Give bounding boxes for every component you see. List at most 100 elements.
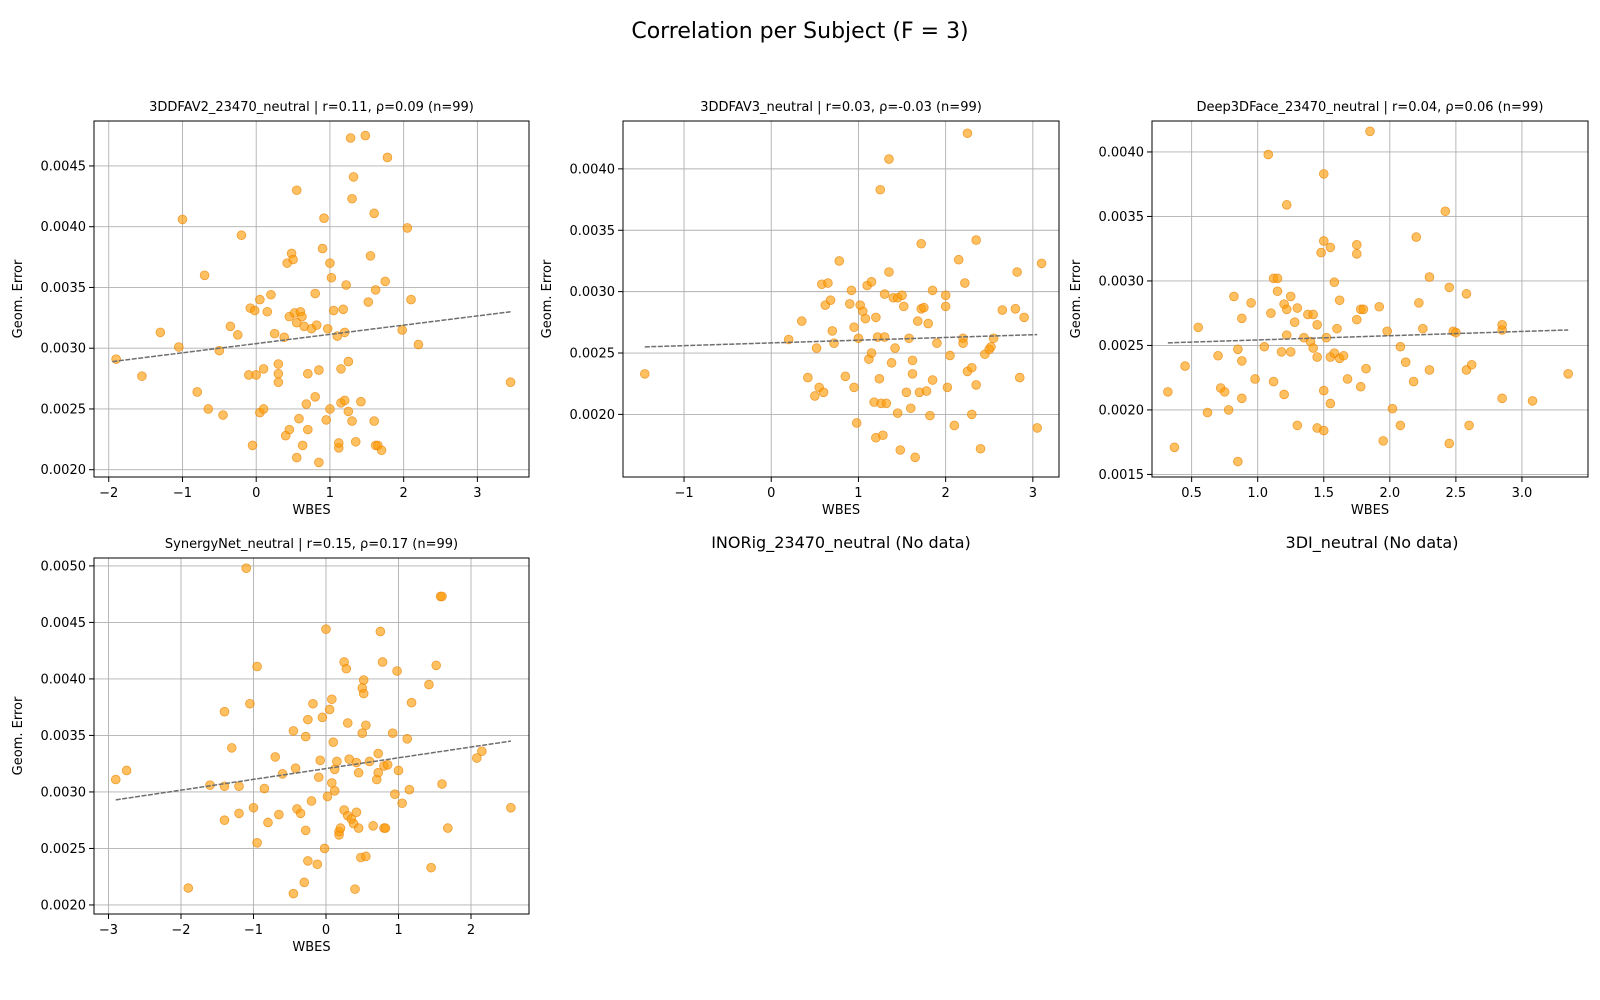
x-tick-label: 0 xyxy=(767,486,775,501)
data-point xyxy=(288,254,298,265)
data-point xyxy=(347,416,357,426)
data-point xyxy=(1358,304,1369,315)
data-point xyxy=(358,675,369,685)
data-point xyxy=(1263,149,1274,160)
data-point xyxy=(966,362,977,373)
data-point xyxy=(940,301,951,312)
data-point xyxy=(1019,312,1029,323)
axes-frame xyxy=(93,557,530,915)
data-point xyxy=(392,666,402,676)
data-point xyxy=(505,377,516,388)
data-point xyxy=(878,430,888,441)
y-tick-label: 0.0040 xyxy=(41,220,87,235)
data-point xyxy=(953,254,964,265)
y-tick-label: 0.0035 xyxy=(570,224,616,239)
y-tick-label: 0.0015 xyxy=(1099,468,1145,483)
data-point xyxy=(351,807,362,818)
data-point xyxy=(1281,304,1292,315)
data-point xyxy=(1163,387,1173,397)
data-point xyxy=(971,380,981,390)
y-tick-label: 0.0020 xyxy=(570,408,616,423)
data-point xyxy=(325,404,335,414)
data-point xyxy=(437,779,447,789)
figure-title: Correlation per Subject (F = 3) xyxy=(631,19,968,44)
x-tick-label: 1.0 xyxy=(1247,486,1268,501)
data-point xyxy=(1036,258,1047,269)
data-point xyxy=(846,285,857,296)
data-point xyxy=(1378,436,1389,446)
data-point xyxy=(370,285,381,295)
data-point xyxy=(247,440,258,451)
x-tick-label: −2 xyxy=(99,486,118,501)
y-tick-label: 0.0030 xyxy=(41,342,87,357)
data-point xyxy=(317,712,328,723)
data-point xyxy=(1408,376,1419,387)
data-point xyxy=(291,452,302,463)
data-point xyxy=(1318,236,1329,246)
data-point xyxy=(1497,393,1507,404)
empty-panel-title-3di: 3DI_neutral (No data) xyxy=(1286,533,1459,553)
data-point xyxy=(321,415,332,425)
data-point xyxy=(336,364,346,374)
data-point xyxy=(1361,363,1371,374)
data-point xyxy=(339,395,350,406)
data-point xyxy=(284,424,295,435)
data-point xyxy=(424,679,434,690)
data-point xyxy=(1012,267,1022,277)
data-point xyxy=(1466,359,1477,370)
data-point xyxy=(1451,327,1461,338)
data-point xyxy=(350,884,360,894)
data-point xyxy=(295,808,306,819)
data-point xyxy=(925,410,935,421)
data-point xyxy=(263,817,273,828)
y-axis-label: Geom. Error xyxy=(11,696,26,775)
data-point xyxy=(1497,319,1507,330)
data-point xyxy=(236,230,247,241)
data-point xyxy=(258,364,269,374)
data-point xyxy=(303,424,313,435)
data-point xyxy=(921,386,932,396)
data-point xyxy=(273,377,284,388)
data-point xyxy=(1355,381,1366,392)
data-point xyxy=(1395,420,1406,431)
data-point xyxy=(1014,372,1025,383)
data-point xyxy=(1292,303,1303,313)
data-point xyxy=(255,294,265,305)
data-point xyxy=(1276,347,1287,357)
data-point xyxy=(361,720,371,731)
data-point xyxy=(356,396,366,407)
data-point xyxy=(311,320,322,330)
data-point xyxy=(426,862,436,873)
x-tick-label: 1 xyxy=(326,486,334,501)
data-point xyxy=(1387,403,1398,414)
x-tick-label: 2 xyxy=(400,486,408,501)
axes-frame xyxy=(622,120,1060,478)
data-point xyxy=(881,398,892,409)
data-point xyxy=(301,399,312,409)
data-point xyxy=(291,185,302,196)
data-point xyxy=(834,256,845,266)
regression-line xyxy=(115,740,511,801)
subplot-title: 3DDFAV3_neutral | r=0.03, ρ=-0.03 (n=99) xyxy=(700,100,982,115)
data-point xyxy=(369,208,379,219)
data-point xyxy=(1351,249,1362,259)
data-point xyxy=(288,726,299,736)
data-point xyxy=(827,326,838,336)
data-point xyxy=(1411,232,1422,242)
data-point xyxy=(871,312,881,323)
data-point xyxy=(932,338,942,348)
data-point xyxy=(273,368,284,379)
data-point xyxy=(1334,295,1345,306)
data-point xyxy=(966,409,977,420)
data-point xyxy=(353,767,364,778)
data-point xyxy=(866,277,877,287)
data-point xyxy=(1250,374,1260,384)
data-point xyxy=(803,372,813,383)
data-point xyxy=(897,290,907,301)
y-tick-label: 0.0020 xyxy=(41,898,87,913)
data-point xyxy=(949,420,960,431)
data-point xyxy=(890,343,900,353)
data-point xyxy=(310,288,320,299)
data-point xyxy=(1414,298,1424,308)
